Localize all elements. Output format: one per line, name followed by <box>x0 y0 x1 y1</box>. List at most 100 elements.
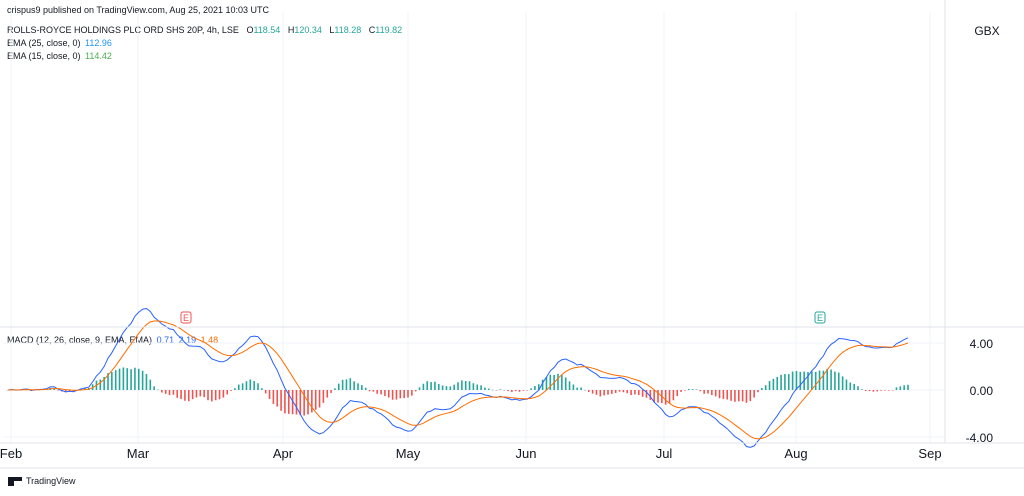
macd-histogram-bar <box>695 389 698 390</box>
macd-histogram-bar <box>368 390 371 392</box>
macd-histogram-bar <box>561 375 563 390</box>
macd-tick-label: 0.00 <box>970 384 994 398</box>
macd-histogram-bar <box>830 369 832 390</box>
macd-histogram-bar <box>841 376 844 390</box>
macd-histogram-bar <box>287 390 290 414</box>
macd-histogram-bar <box>222 390 225 398</box>
macd-histogram-bar <box>314 390 317 410</box>
macd-histogram-bar <box>518 390 521 392</box>
macd-histogram-bar <box>299 390 302 416</box>
macd-histogram-bar <box>180 390 182 400</box>
macd-histogram-bar <box>453 384 455 390</box>
macd-histogram-bar <box>799 371 802 390</box>
macd-histogram-bar <box>907 384 909 390</box>
macd-histogram-bar <box>184 390 186 401</box>
macd-histogram-bar <box>618 390 621 392</box>
macd-histogram-bar <box>391 390 394 400</box>
macd-histogram-bar <box>884 390 886 391</box>
macd-histogram-bar <box>522 390 525 391</box>
macd-histogram-bar <box>434 381 436 390</box>
macd-histogram-bar <box>353 381 355 390</box>
macd-histogram-bar <box>334 388 336 390</box>
macd-tick-label: 4.00 <box>970 337 994 351</box>
macd-histogram-bar <box>7 390 9 391</box>
macd-histogram-bar <box>284 390 286 414</box>
time-tick-label: Jul <box>656 446 673 461</box>
macd-histogram-bar <box>480 385 482 390</box>
macd-histogram-bar <box>768 381 771 390</box>
macd-histogram-bar <box>568 381 571 390</box>
macd-histogram-bar <box>257 383 259 390</box>
macd-histogram-bar <box>149 379 152 390</box>
macd-histogram-bar <box>237 384 240 390</box>
macd-legend[interactable]: MACD (12, 26, close, 9, EMA, EMA) 0.71 2… <box>7 335 218 345</box>
ema15-legend[interactable]: EMA (15, close, 0) 114.42 <box>7 51 112 61</box>
macd-histogram-bar <box>345 379 348 390</box>
macd-histogram-bar <box>137 368 140 390</box>
macd-histogram-bar <box>107 373 109 390</box>
macd-histogram-bar <box>857 386 859 390</box>
macd-histogram-bar <box>126 368 129 390</box>
ema25-legend[interactable]: EMA (25, close, 0) 112.96 <box>7 38 112 48</box>
macd-histogram-bar <box>572 384 575 390</box>
macd-histogram-bar <box>418 387 421 390</box>
macd-histogram-bar <box>699 390 702 392</box>
macd-histogram-bar <box>534 386 536 390</box>
macd-histogram-bar <box>861 389 863 390</box>
time-tick-label: Sep <box>918 446 941 461</box>
macd-histogram-bar <box>249 379 252 390</box>
macd-histogram-bar <box>199 390 202 397</box>
macd-histogram-bar <box>399 390 402 399</box>
macd-histogram-bar <box>118 368 121 390</box>
macd-histogram-bar <box>545 376 548 390</box>
macd-histogram-bar <box>161 390 163 393</box>
macd-histogram-bar <box>872 390 875 392</box>
macd-histogram-bar <box>245 381 248 390</box>
macd-histogram-bar <box>330 390 332 393</box>
macd-histogram-bar <box>822 370 825 390</box>
macd-histogram-bar <box>276 390 279 407</box>
macd-histogram-bar <box>637 390 640 396</box>
macd-histogram-bar <box>626 390 629 394</box>
macd-histogram-bar <box>564 377 567 390</box>
macd-histogram-bar <box>903 385 905 390</box>
macd-histogram-bar <box>311 390 313 413</box>
macd-histogram-bar <box>707 390 709 394</box>
macd-histogram-bar <box>53 388 55 390</box>
macd-histogram-bar <box>430 382 432 390</box>
macd-histogram-bar <box>691 389 694 390</box>
macd-histogram-bar <box>645 390 648 398</box>
ohlc-close-key: C <box>368 25 376 35</box>
macd-histogram-bar <box>57 390 59 391</box>
symbol-name: ROLLS-ROYCE HOLDINGS PLC ORD SHS 20P, 4h… <box>7 25 239 35</box>
earnings-event-icon[interactable] <box>180 311 192 324</box>
macd-histogram-bar <box>845 379 848 390</box>
macd-histogram-bar <box>414 390 417 392</box>
macd-histogram-bar <box>603 390 605 396</box>
macd-histogram-bar <box>361 385 363 390</box>
macd-histogram-bar <box>230 390 232 391</box>
macd-histogram-bar <box>168 390 171 396</box>
macd-histogram-bar <box>791 371 794 390</box>
macd-histogram-bar <box>445 386 448 390</box>
macd-histogram-bar <box>441 385 444 390</box>
macd-histogram-bar <box>337 383 340 390</box>
macd-histogram-bar <box>214 390 217 401</box>
macd-histogram-bar <box>664 390 667 405</box>
time-tick-label: Feb <box>0 446 22 461</box>
macd-histogram-bar <box>580 387 582 390</box>
macd-histogram-bar <box>176 390 179 398</box>
signal-line <box>7 320 909 440</box>
macd-histogram-bar <box>341 379 344 390</box>
macd-histogram-bar <box>826 368 829 390</box>
ohlc-low-key: L <box>329 25 335 35</box>
macd-histogram-bar <box>899 386 902 390</box>
macd-histogram-bar <box>111 372 113 390</box>
macd-histogram-bar <box>403 390 405 399</box>
earnings-event-icon[interactable] <box>814 311 826 324</box>
macd-histogram-bar <box>211 390 213 402</box>
macd-histogram-bar <box>737 390 740 402</box>
ohlc-close-value: 119.82 <box>375 25 403 35</box>
macd-histogram-bar <box>380 390 382 395</box>
